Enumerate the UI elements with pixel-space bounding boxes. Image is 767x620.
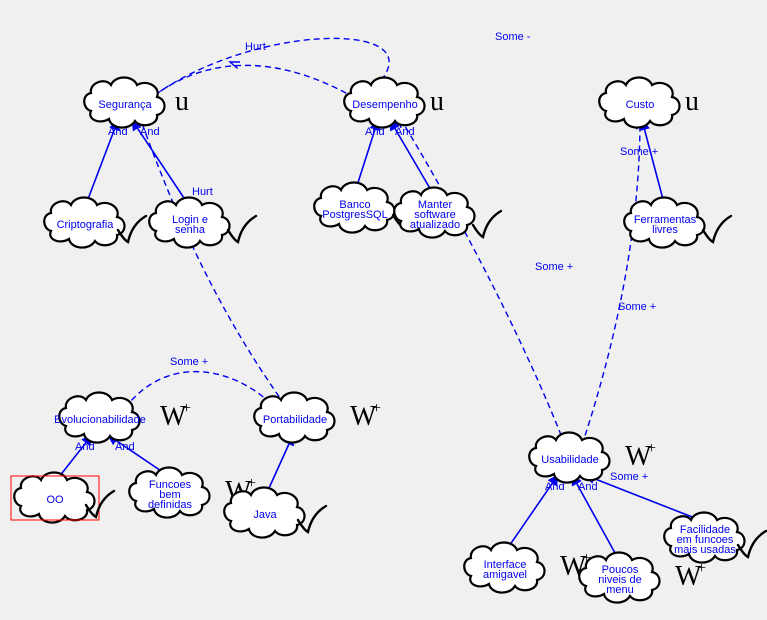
edge-label: Some +	[620, 146, 658, 158]
checkmark-icon	[228, 216, 256, 242]
softgoal-facil[interactable]: Facilidadeem funcoesmais usadas	[664, 513, 766, 563]
checkmark-icon	[473, 211, 501, 237]
edge-label: Hurt	[245, 41, 266, 53]
edge-label: Some +	[618, 301, 656, 313]
softgoal-interf[interactable]: InterfaceamigavelW+	[464, 543, 591, 593]
contribution-edge	[125, 372, 275, 408]
edge-label: And	[578, 481, 598, 493]
softgoal-port[interactable]: PortabilidadeW+	[254, 393, 381, 443]
node-label: PostgresSQL	[322, 209, 387, 221]
sat-undecided-icon: u	[430, 86, 444, 117]
node-label: Portabilidade	[263, 414, 327, 426]
node-label: Custo	[626, 99, 655, 111]
softgoal-manter[interactable]: Mantersoftwareatualizado	[394, 188, 501, 238]
edge-label: Some +	[610, 471, 648, 483]
diagram-canvas: Some - Hurt Hurt Some + Some + Some + And And An…	[0, 0, 767, 620]
softgoal-login[interactable]: Login esenha	[149, 198, 256, 248]
node-label: menu	[606, 584, 634, 596]
edge-label: Some -	[495, 31, 531, 43]
edge-label: Some +	[170, 356, 208, 368]
softgoal-evol[interactable]: EvolucionabilidadeW+	[54, 393, 191, 443]
contribution-edge	[400, 118, 565, 445]
node-label: OO	[46, 494, 64, 506]
node-label: senha	[175, 224, 206, 236]
contribution-edge	[582, 120, 640, 445]
edge-label: And	[115, 441, 135, 453]
node-label: mais usadas	[674, 544, 736, 556]
softgoal-poucos[interactable]: Poucosniveis demenuW+	[579, 553, 706, 603]
sat-plus: +	[182, 400, 191, 417]
softgoal-desempenho[interactable]: Desempenho u	[344, 78, 444, 128]
softgoal-oo[interactable]: OO	[11, 473, 114, 523]
softgoal-java[interactable]: Java	[224, 488, 326, 538]
node-label: Evolucionabilidade	[54, 414, 146, 426]
edge-label: And	[140, 126, 160, 138]
softgoal-ferr[interactable]: Ferramentaslivres	[624, 198, 731, 248]
softgoal-cripto[interactable]: Criptografia	[44, 198, 146, 248]
decomposition-edge	[642, 120, 665, 207]
node-label: Segurança	[98, 99, 152, 111]
edge-label: Some +	[535, 261, 573, 273]
softgoal-custo[interactable]: Custo u	[599, 78, 699, 128]
sat-undecided-icon: u	[175, 86, 189, 117]
sat-undecided-icon: u	[685, 86, 699, 117]
node-label: livres	[652, 224, 678, 236]
node-label: atualizado	[410, 219, 460, 231]
edge-label: Hurt	[192, 186, 213, 198]
checkmark-icon	[703, 216, 731, 242]
sat-plus: +	[647, 440, 656, 457]
contribution-edge	[140, 118, 285, 405]
node-label: amigavel	[483, 569, 527, 581]
softgoal-seguranca[interactable]: Segurança u	[84, 78, 189, 128]
node-label: Criptografia	[57, 219, 115, 231]
edge-label: And	[395, 126, 415, 138]
node-label: Usabilidade	[541, 454, 598, 466]
node-label: Java	[253, 509, 277, 521]
sat-plus: +	[372, 400, 381, 417]
node-label: definidas	[148, 499, 193, 511]
node-label: Desempenho	[352, 99, 417, 111]
